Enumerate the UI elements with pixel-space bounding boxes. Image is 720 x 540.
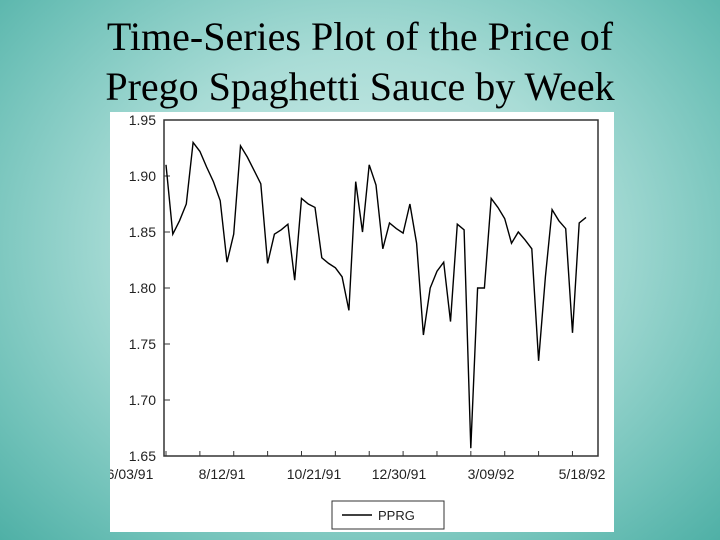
y-tick-label: 1.95	[129, 112, 156, 128]
x-tick-label: 5/18/92	[559, 466, 606, 482]
x-tick-label: 10/21/91	[287, 466, 342, 482]
title-line-1: Time-Series Plot of the Price of	[106, 14, 614, 59]
x-tick-label: 12/30/91	[372, 466, 427, 482]
y-tick-label: 1.65	[129, 448, 156, 464]
y-tick-label: 1.85	[129, 224, 156, 240]
price-line-chart: 1.95 1.90 1.85 1.80 1.75 1.70 1.65 6/03/91 8/12…	[110, 112, 606, 530]
x-tick-label: 8/12/91	[199, 466, 246, 482]
legend-label-pprg: PPRG	[378, 508, 415, 523]
x-tick-label: 6/03/91	[110, 466, 154, 482]
y-tick-label: 1.70	[129, 392, 156, 408]
series-layer	[165, 140, 587, 449]
legend: PPRG	[331, 500, 445, 530]
y-axis: 1.95 1.90 1.85 1.80 1.75 1.70 1.65	[129, 112, 170, 464]
y-tick-label: 1.75	[129, 336, 156, 352]
slide-title: Time-Series Plot of the Price of Prego S…	[0, 12, 720, 112]
title-line-2: Prego Spaghetti Sauce by Week	[105, 64, 615, 109]
series-line-pprg	[165, 140, 587, 449]
chart-panel: 1.95 1.90 1.85 1.80 1.75 1.70 1.65 6/03/91 8/12…	[110, 112, 614, 532]
plot-frame	[163, 119, 599, 457]
y-tick-label: 1.90	[129, 168, 156, 184]
x-tick-label: 3/09/92	[468, 466, 515, 482]
y-tick-label: 1.80	[129, 280, 156, 296]
x-axis: 6/03/91 8/12/91 10/21/91 12/30/91 3/09/92 5/1…	[110, 451, 606, 482]
